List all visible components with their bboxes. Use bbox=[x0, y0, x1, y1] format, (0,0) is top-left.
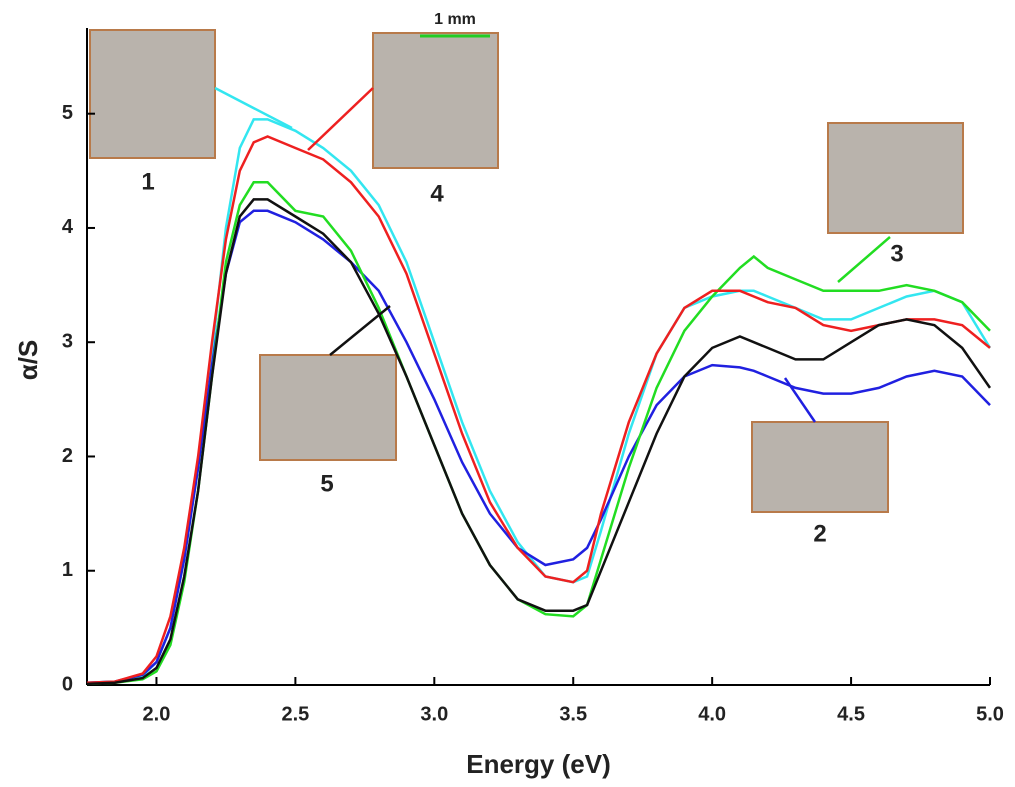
photo-4 bbox=[372, 32, 499, 169]
y-tick-label: 3 bbox=[62, 330, 73, 352]
sample-label: 2 bbox=[813, 520, 826, 547]
x-tick-label: 3.5 bbox=[559, 703, 587, 725]
photos bbox=[89, 29, 964, 513]
y-tick-label: 1 bbox=[62, 559, 73, 581]
arrow bbox=[837, 236, 891, 283]
photo-2 bbox=[751, 421, 889, 513]
annotation: 1 mm bbox=[434, 11, 476, 28]
y-tick-label: 0 bbox=[62, 673, 73, 695]
line-series bbox=[86, 209, 991, 684]
line-series bbox=[86, 135, 991, 684]
x-tick-label: 2.5 bbox=[281, 703, 309, 725]
x-tick-label: 5.0 bbox=[976, 703, 1004, 725]
sample-label: 5 bbox=[320, 470, 333, 497]
photo-1 bbox=[89, 29, 216, 159]
y-tick-label: 2 bbox=[62, 445, 73, 467]
arrow bbox=[783, 377, 817, 423]
photo-5 bbox=[259, 354, 397, 461]
y-tick-label: 5 bbox=[62, 102, 73, 124]
y-axis-label: α/S bbox=[13, 340, 43, 381]
x-axis-label: Energy (eV) bbox=[466, 749, 611, 779]
arrow bbox=[329, 305, 391, 356]
arrow bbox=[307, 87, 374, 151]
arrow bbox=[214, 86, 293, 130]
y-tick-label: 4 bbox=[62, 216, 74, 238]
x-tick-label: 4.0 bbox=[698, 703, 726, 725]
sample-label: 1 bbox=[141, 168, 154, 195]
sample-label: 4 bbox=[430, 180, 444, 207]
x-tick-label: 4.5 bbox=[837, 703, 865, 725]
sample-label: 3 bbox=[890, 240, 903, 267]
photo-3 bbox=[827, 122, 964, 234]
x-tick-label: 3.0 bbox=[420, 703, 448, 725]
line-series bbox=[86, 198, 992, 686]
x-tick-label: 2.0 bbox=[143, 703, 171, 725]
